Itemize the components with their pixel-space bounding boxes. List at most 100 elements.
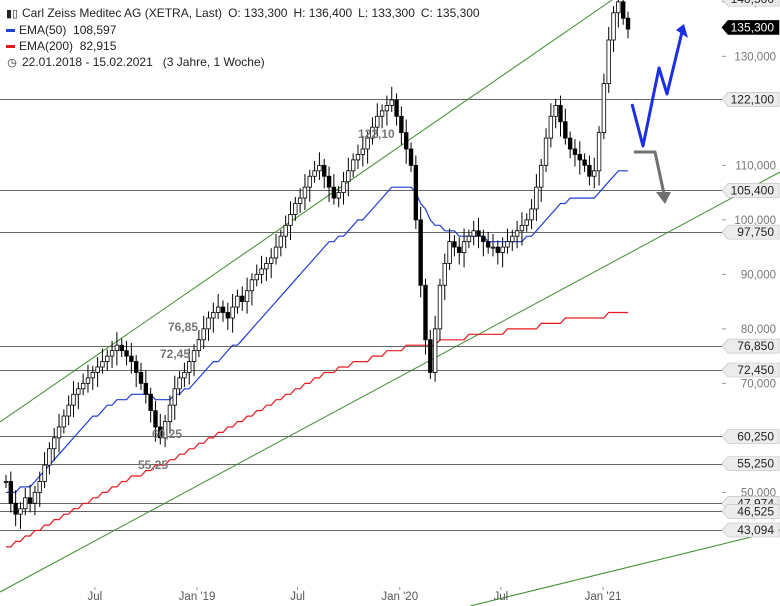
date-range: 22.01.2018 - 15.02.2021 [22, 55, 153, 69]
price-tag-text: 105,400 [731, 183, 775, 197]
high-value: H: 136,400 [293, 6, 353, 20]
candle-body [71, 393, 76, 406]
candle-body [616, 1, 621, 14]
chart-legend: ▮▯ Carl Zeiss Meditec AG (XETRA, Last) O: … [6, 5, 480, 71]
candle-body [481, 235, 486, 243]
candle-body [312, 170, 317, 177]
ema200-swatch [6, 45, 15, 49]
candle-body [341, 181, 346, 194]
candle-body [432, 328, 438, 373]
price-tag-text: 60,250 [737, 429, 774, 443]
candle-body [76, 388, 81, 395]
candlestick-icon: ▮▯ [6, 8, 19, 20]
y-tick-label: 110,000 [735, 160, 776, 172]
candle-body [133, 361, 139, 373]
price-tag-bg [721, 20, 780, 35]
candle-body [485, 241, 491, 248]
candle-body [596, 132, 602, 172]
legend-range: ◷ 22.01.2018 - 15.02.2021 (3 Jahre, 1 Woc… [6, 54, 480, 71]
y-tick-label: 90,000 [741, 269, 776, 281]
price-tag-bg [721, 522, 780, 538]
candle-body [360, 148, 366, 155]
x-tick-label: Jul [493, 591, 508, 603]
candle-body [66, 404, 71, 417]
candle-body [293, 203, 298, 215]
ema200-label: EMA(200) [19, 39, 74, 53]
price-annotations: 122,10 76,85 72,45 60,25 55,25 [138, 127, 395, 472]
candle-body [408, 148, 414, 166]
candle-body [452, 241, 457, 248]
level-price-tag: 43,094 [721, 522, 780, 538]
candle-body [355, 154, 361, 161]
candle-body [100, 361, 105, 368]
candle-body [283, 224, 288, 237]
close-value: C: 135,300 [420, 6, 480, 20]
candle-body [129, 355, 134, 362]
ema50-swatch [6, 29, 15, 33]
bullish-arrowhead [676, 24, 688, 38]
candle-body [476, 230, 481, 237]
price-tag-bg [721, 92, 780, 107]
candle-body [230, 306, 235, 319]
candle-body [225, 312, 230, 319]
candle-body [620, 1, 626, 19]
price-tag-bg [721, 362, 780, 378]
candle-body [461, 241, 467, 253]
candle-body [143, 382, 149, 395]
candle-body [158, 426, 163, 439]
candle-body [490, 246, 496, 249]
candle-body [153, 410, 158, 428]
candle-body [240, 295, 245, 303]
candle-body [148, 393, 153, 412]
price-tag-text: 76,850 [737, 339, 774, 353]
level-price-tag: 60,250 [721, 429, 780, 444]
candle-body [548, 115, 554, 139]
candle-body [437, 284, 443, 330]
candle-body [177, 377, 182, 390]
price-tag-bg [721, 429, 780, 444]
level-price-tag: 97,750 [721, 224, 780, 240]
y-axis: 170,000160,000150,000140,000130,000110,0… [722, 0, 776, 499]
bullish-projection-arrow [630, 31, 684, 148]
candle-body [346, 170, 351, 183]
annotation-label: 122,10 [358, 127, 395, 141]
candle-body [500, 246, 505, 253]
annotation-label: 72,45 [160, 347, 190, 361]
price-tag-text: 140,500 [731, 0, 775, 6]
last-price-tag: 135,300 [721, 20, 780, 35]
candle-body [119, 344, 124, 352]
candle-body [331, 186, 337, 199]
x-tick-label: Jul [290, 591, 305, 603]
candle-body [32, 491, 38, 504]
candle-body [466, 235, 472, 243]
candle-body [519, 224, 525, 232]
candle-body [611, 12, 616, 41]
candle-body [529, 208, 534, 221]
candle-body [457, 246, 462, 253]
price-tag-bg [721, 338, 780, 354]
candle-body [365, 137, 370, 150]
candle-body [42, 464, 47, 482]
period-label: (3 Jahre, 1 Woche) [162, 55, 265, 69]
lower-trendline [469, 529, 780, 606]
candle-body [3, 481, 9, 483]
candle-body [268, 257, 274, 264]
candle-body [259, 268, 264, 275]
candle-body [13, 502, 18, 515]
candle-body [370, 126, 375, 139]
candle-body [587, 164, 592, 177]
candle-body [336, 192, 341, 199]
candle-body [37, 481, 42, 493]
legend-title-row: ▮▯ Carl Zeiss Meditec AG (XETRA, Last) O: … [6, 5, 480, 22]
candle-body [182, 372, 187, 379]
ema50-label: EMA(50) [19, 23, 67, 37]
candle-body [215, 306, 221, 313]
candle-body [90, 372, 95, 379]
instrument-title: Carl Zeiss Meditec AG (XETRA, Last) [22, 6, 223, 20]
level-lines [0, 99, 722, 531]
candle-body [625, 17, 631, 30]
price-tag-text: 46,525 [737, 504, 774, 518]
price-tag-text: 135,300 [731, 20, 775, 34]
